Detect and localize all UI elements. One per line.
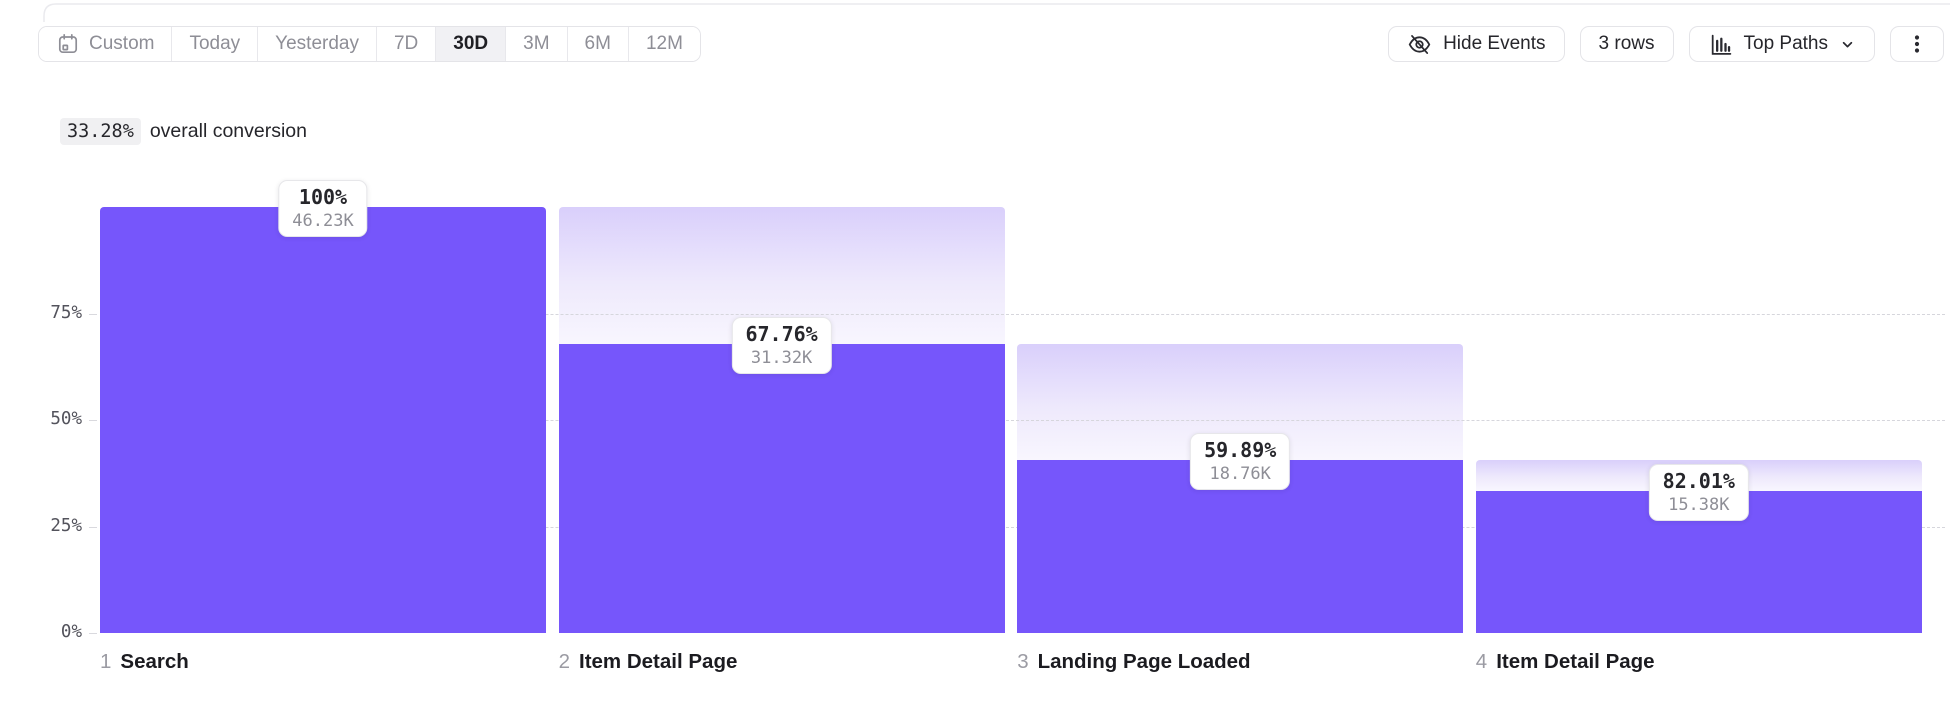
top-paths-label: Top Paths	[1743, 33, 1829, 54]
hide-events-label: Hide Events	[1443, 33, 1546, 54]
eye-off-icon	[1407, 32, 1432, 57]
step-label-4: 4 Item Detail Page	[1476, 650, 1655, 674]
step-label-1: 1 Search	[100, 650, 189, 674]
date-range-custom[interactable]: Custom	[39, 27, 173, 61]
y-axis-label: 25%	[50, 515, 82, 536]
step-count: 31.32K	[750, 348, 813, 369]
gridline-75	[100, 313, 1945, 315]
bar-chart-icon	[1708, 32, 1733, 57]
y-axis-label: 50%	[50, 409, 82, 429]
date-range-30d[interactable]: 30D	[436, 27, 507, 61]
step-name: Item Detail Page	[579, 650, 738, 673]
step-name: Search	[120, 650, 189, 673]
overall-conversion-summary: 33.28% overall conversion	[60, 116, 307, 146]
y-axis-tick	[89, 633, 97, 634]
date-range-label: Yesterday	[275, 33, 359, 54]
step-number: 4	[1475, 650, 1488, 673]
date-range-label: Today	[189, 33, 241, 54]
gridline-50	[100, 420, 1945, 421]
step-conversion-pct: 82.01%	[1662, 469, 1735, 494]
chevron-down-icon	[1839, 36, 1856, 53]
conversion-value-badge: 33.28%	[60, 117, 141, 145]
step-label-3: 3 Landing Page Loaded	[1017, 650, 1250, 674]
step-name: Landing Page Loaded	[1037, 650, 1251, 673]
date-range-3m[interactable]: 3M	[506, 27, 568, 61]
funnel-bar-step-2[interactable]	[558, 344, 1005, 633]
date-range-label: 30D	[453, 33, 489, 54]
rows-button[interactable]: 3 rows	[1579, 26, 1674, 62]
date-range-label: 6M	[584, 33, 611, 54]
kebab-menu-icon	[1905, 32, 1929, 56]
toolbar-right-group: Hide Events 3 rows Top Paths	[1388, 26, 1944, 62]
step-label-2: 2 Item Detail Page	[559, 650, 738, 674]
funnel-value-tooltip: 67.76% 31.32K	[731, 317, 832, 375]
step-name: Item Detail Page	[1496, 650, 1655, 673]
y-axis-label: 75%	[50, 302, 82, 323]
step-conversion-pct: 100%	[298, 185, 348, 209]
conversion-label: overall conversion	[149, 119, 307, 142]
y-axis-tick	[89, 420, 97, 421]
date-range-selector: Custom Today Yesterday 7D 30D 3M 6M 12M	[38, 26, 701, 62]
date-range-label: 3M	[523, 33, 550, 54]
step-count: 18.76K	[1209, 464, 1271, 485]
step-number: 2	[558, 650, 570, 673]
y-axis-tick	[89, 313, 97, 315]
y-axis-tick	[89, 526, 97, 528]
date-range-yesterday[interactable]: Yesterday	[258, 27, 377, 61]
step-number: 3	[1017, 650, 1029, 673]
funnel-value-tooltip: 100% 46.23K	[278, 180, 368, 237]
hide-events-button[interactable]: Hide Events	[1388, 26, 1565, 62]
step-count: 15.38K	[1668, 495, 1730, 516]
step-number: 1	[100, 650, 112, 673]
top-paths-button[interactable]: Top Paths	[1688, 26, 1875, 62]
date-range-label: Custom	[89, 33, 155, 54]
date-range-label: 7D	[393, 33, 419, 54]
funnel-value-tooltip: 59.89% 18.76K	[1190, 433, 1291, 491]
funnel-value-tooltip: 82.01% 15.38K	[1648, 464, 1749, 522]
date-range-label: 12M	[645, 33, 683, 54]
date-range-12m[interactable]: 12M	[628, 27, 700, 61]
date-range-today[interactable]: Today	[172, 27, 259, 61]
date-range-7d[interactable]: 7D	[376, 27, 437, 61]
calendar-icon	[56, 32, 80, 56]
step-conversion-pct: 59.89%	[1204, 438, 1277, 463]
y-axis-label: 0%	[60, 622, 82, 642]
step-count: 46.23K	[292, 211, 354, 231]
step-conversion-pct: 67.76%	[745, 322, 818, 347]
rows-label: 3 rows	[1598, 33, 1655, 54]
more-options-button[interactable]	[1890, 26, 1944, 62]
funnel-bar-step-1[interactable]	[100, 207, 546, 633]
toolbar: Custom Today Yesterday 7D 30D 3M 6M 12M Hide Ev…	[0, 26, 1950, 62]
date-range-6m[interactable]: 6M	[567, 27, 629, 61]
